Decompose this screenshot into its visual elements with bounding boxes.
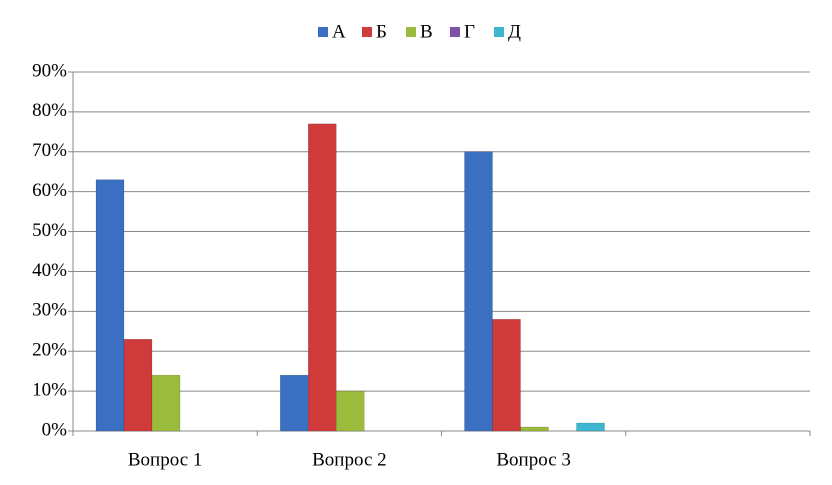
bar [123, 339, 153, 432]
legend-swatch [450, 27, 460, 37]
legend-label: В [420, 21, 433, 42]
x-tick-label: Вопрос 2 [312, 449, 387, 470]
y-tick-label: 30% [32, 300, 67, 321]
legend-swatch [362, 27, 372, 37]
y-tick-label: 50% [32, 220, 67, 241]
y-tick-label: 70% [32, 140, 67, 161]
bar [95, 179, 125, 432]
bar [151, 374, 181, 432]
legend-swatch [406, 27, 416, 37]
legend-label: Б [376, 21, 387, 42]
y-tick-label: 0% [42, 419, 68, 440]
bar [336, 390, 365, 432]
y-tick-label: 10% [32, 379, 67, 400]
y-tick-label: 90% [32, 60, 67, 81]
y-tick-label: 20% [32, 340, 67, 361]
y-tick-label: 80% [32, 100, 67, 121]
legend-label: Д [508, 21, 521, 42]
legend-swatch [494, 27, 504, 37]
bar [280, 374, 309, 432]
y-tick-label: 60% [32, 180, 67, 201]
bar [492, 319, 521, 432]
y-tick-label: 40% [32, 260, 67, 281]
legend-label: Г [464, 21, 475, 42]
legend-swatch [318, 27, 328, 37]
x-tick-label: Вопрос 3 [496, 449, 571, 470]
bar [576, 422, 605, 432]
bar [308, 123, 337, 432]
bar [464, 151, 493, 432]
bar [520, 426, 549, 432]
legend-label: А [332, 21, 346, 42]
x-tick-label: Вопрос 1 [128, 449, 203, 470]
